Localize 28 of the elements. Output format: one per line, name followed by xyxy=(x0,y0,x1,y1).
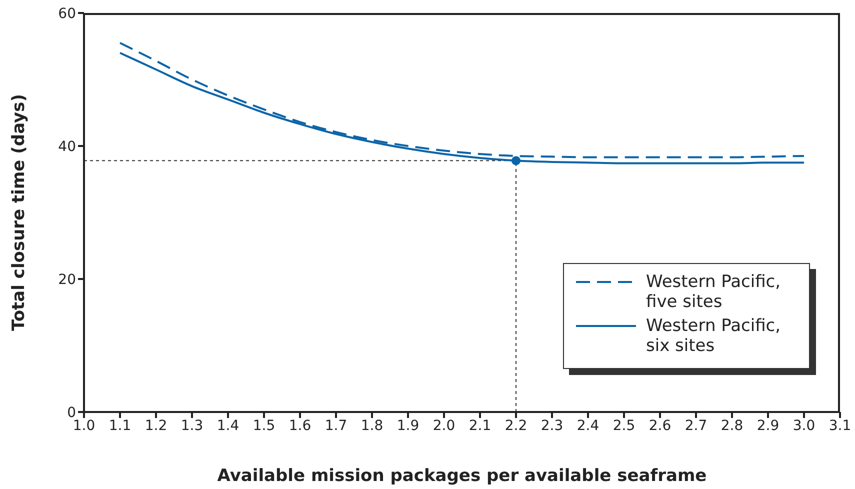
x-tick-label: 3.0 xyxy=(792,418,816,434)
x-tick-label: 2.9 xyxy=(756,418,780,434)
x-tick-label: 2.4 xyxy=(576,418,600,434)
y-tick-label: 60 xyxy=(58,6,76,22)
x-tick-label: 1.4 xyxy=(216,418,240,434)
x-tick-label: 2.5 xyxy=(612,418,636,434)
x-tick-label: 1.8 xyxy=(360,418,384,434)
x-tick-label: 2.0 xyxy=(432,418,456,434)
x-tick-label: 2.1 xyxy=(468,418,492,434)
x-tick-label: 2.2 xyxy=(504,418,528,434)
x-tick-label: 1.9 xyxy=(396,418,420,434)
x-tick-label: 1.5 xyxy=(252,418,276,434)
y-tick-label: 20 xyxy=(58,272,76,288)
x-tick-label: 2.8 xyxy=(720,418,744,434)
x-axis-title: Available mission packages per available seaframe xyxy=(217,466,707,486)
x-tick-label: 1.3 xyxy=(180,418,204,434)
legend-label: Western Pacific, five sites xyxy=(646,272,782,312)
y-tick-label: 40 xyxy=(58,138,76,155)
x-tick-label: 1.1 xyxy=(108,418,132,434)
x-tick-label: 2.7 xyxy=(684,418,708,434)
x-tick-label: 2.6 xyxy=(648,418,672,434)
x-tick-label: 1.6 xyxy=(288,418,312,434)
x-tick-label: 1.2 xyxy=(144,418,168,434)
x-tick-label: 2.3 xyxy=(540,418,564,434)
x-tick-label: 1.7 xyxy=(324,418,348,434)
legend-label: Western Pacific, six sites xyxy=(646,316,782,356)
x-tick-label: 3.1 xyxy=(828,418,852,434)
y-axis-title: Total closure time (days) xyxy=(9,94,30,331)
